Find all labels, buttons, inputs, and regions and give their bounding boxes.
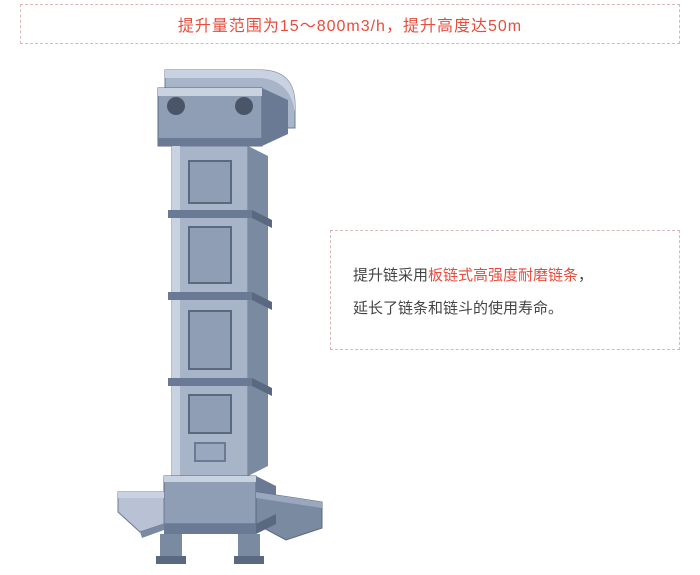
feature-box: 提升链采用板链式高强度耐磨链条， 延长了链条和链斗的使用寿命。 — [330, 230, 680, 350]
elevator-svg — [110, 60, 330, 570]
feature-prefix: 提升链采用 — [353, 267, 428, 284]
feature-highlight: 板链式高强度耐磨链条 — [428, 267, 578, 284]
spec-banner-text: 提升量范围为15～800m3/h，提升高度达50m — [178, 12, 522, 36]
feature-line-2: 延长了链条和链斗的使用寿命。 — [353, 292, 657, 325]
bucket-elevator-diagram — [110, 60, 330, 570]
feature-suffix: ， — [578, 267, 593, 284]
feature-line-1: 提升链采用板链式高强度耐磨链条， — [353, 259, 657, 292]
spec-banner: 提升量范围为15～800m3/h，提升高度达50m — [20, 4, 680, 44]
